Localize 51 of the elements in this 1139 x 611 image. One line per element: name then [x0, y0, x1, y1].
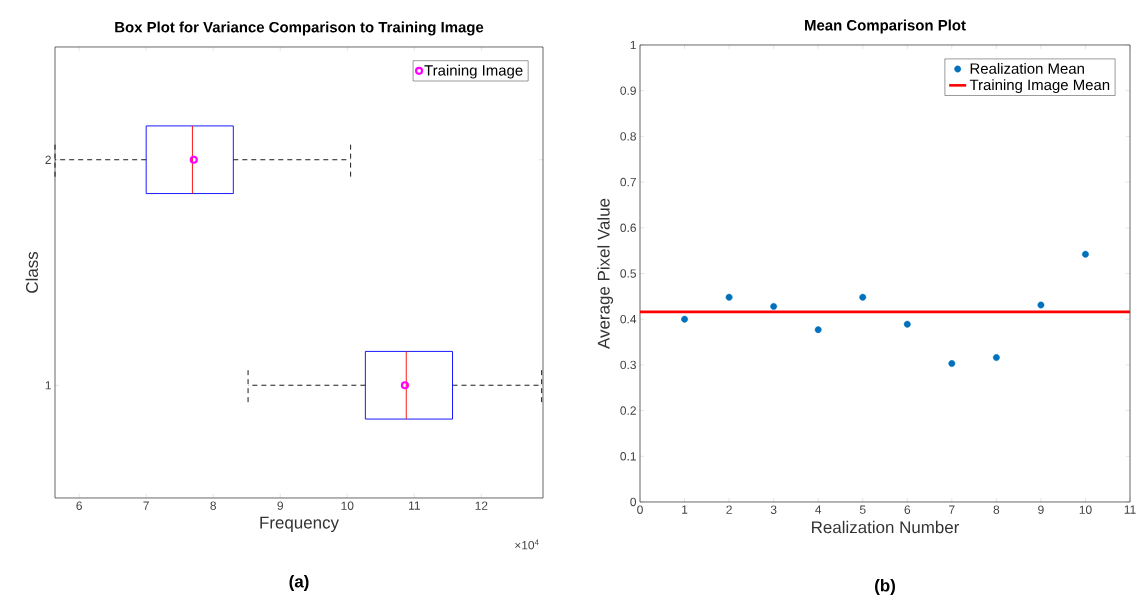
y-tick-label: 0.8	[620, 132, 636, 141]
chart-title: Box Plot for Variance Comparison to Training Image	[115, 21, 484, 36]
x-axis-title: Realization Number	[812, 520, 960, 534]
y-tick-label: 0.2	[620, 406, 636, 415]
point	[770, 302, 778, 310]
x-tick-label: 6	[76, 501, 82, 510]
x-tick-label: 6	[904, 505, 911, 514]
chart-title: Mean Comparison Plot	[805, 19, 966, 34]
text: (a)	[289, 575, 309, 591]
text: (b)	[875, 579, 895, 595]
y-tick-label: 0.5	[620, 269, 636, 278]
point	[1037, 301, 1045, 309]
x-tick-label: 10	[341, 501, 354, 510]
x-tick-label: 9	[277, 501, 283, 510]
x-tick-label: 8	[993, 505, 1000, 514]
legend-label: Realization Mean	[970, 62, 1084, 74]
y-tick-label: 0.3	[620, 360, 636, 370]
x-tick-label: 9	[1038, 505, 1044, 514]
x-tick-label: 10	[1079, 505, 1092, 514]
x-axis-title: Frequency	[260, 516, 339, 532]
y-tick-label: 1	[630, 40, 636, 50]
x-tick-label: 11	[409, 501, 420, 510]
x-tick-label: 5	[859, 505, 866, 514]
text: ×10$^{4}$	[515, 539, 539, 550]
x-tick-label: 11	[1124, 505, 1136, 514]
x-tick-label: 7	[949, 505, 955, 514]
point	[725, 293, 733, 301]
x-tick-label: 3	[770, 505, 777, 514]
point	[992, 354, 1000, 361]
y-tick-label: 0.9	[620, 86, 636, 95]
y-tick-label: 0.1	[620, 452, 636, 461]
y-tick-label: 0.4	[620, 314, 637, 324]
point	[948, 360, 956, 367]
x-tick-label: 0	[637, 505, 643, 514]
point	[1082, 250, 1089, 258]
x-tick-label: 4	[815, 505, 822, 514]
point	[903, 320, 911, 328]
x-tick-label: 12	[475, 501, 488, 510]
x-tick-label: 8	[210, 501, 217, 510]
x-tick-label: 7	[143, 501, 149, 510]
point	[859, 293, 867, 301]
x-tick-label: 2	[726, 505, 732, 514]
point	[814, 326, 822, 334]
y-axis-title: Class	[25, 251, 39, 293]
x-tick-label: 1	[682, 505, 688, 514]
y-tick-label: 0.6	[620, 223, 636, 233]
legend-label: Training Image Mean	[969, 79, 1110, 94]
y-axis-title: Average Pixel Value	[597, 198, 614, 349]
y-tick-label: 0.7	[620, 177, 636, 187]
point	[681, 315, 688, 323]
legend-label: Training Image	[424, 64, 523, 79]
